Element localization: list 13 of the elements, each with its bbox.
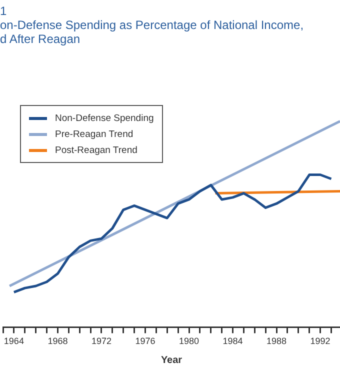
x-tick-label: 1988: [266, 336, 287, 346]
x-tick-label: 1968: [48, 336, 68, 346]
legend-label: Non-Defense Spending: [55, 112, 154, 124]
chart-title: 1 on-Defense Spending as Percentage of National Income, d After Reagan: [0, 4, 304, 46]
x-tick-label: 1980: [178, 336, 200, 346]
legend-label: Post-Reagan Trend: [55, 144, 138, 156]
x-tick-label: 1976: [135, 336, 156, 346]
x-tick-label: 1972: [91, 336, 112, 346]
legend-label: Pre-Reagan Trend: [55, 128, 134, 140]
x-tick-label: 1964: [4, 336, 24, 346]
x-axis-title: Year: [160, 354, 182, 366]
x-tick-label: 1984: [222, 336, 243, 346]
x-tick-label: 1992: [310, 336, 330, 346]
